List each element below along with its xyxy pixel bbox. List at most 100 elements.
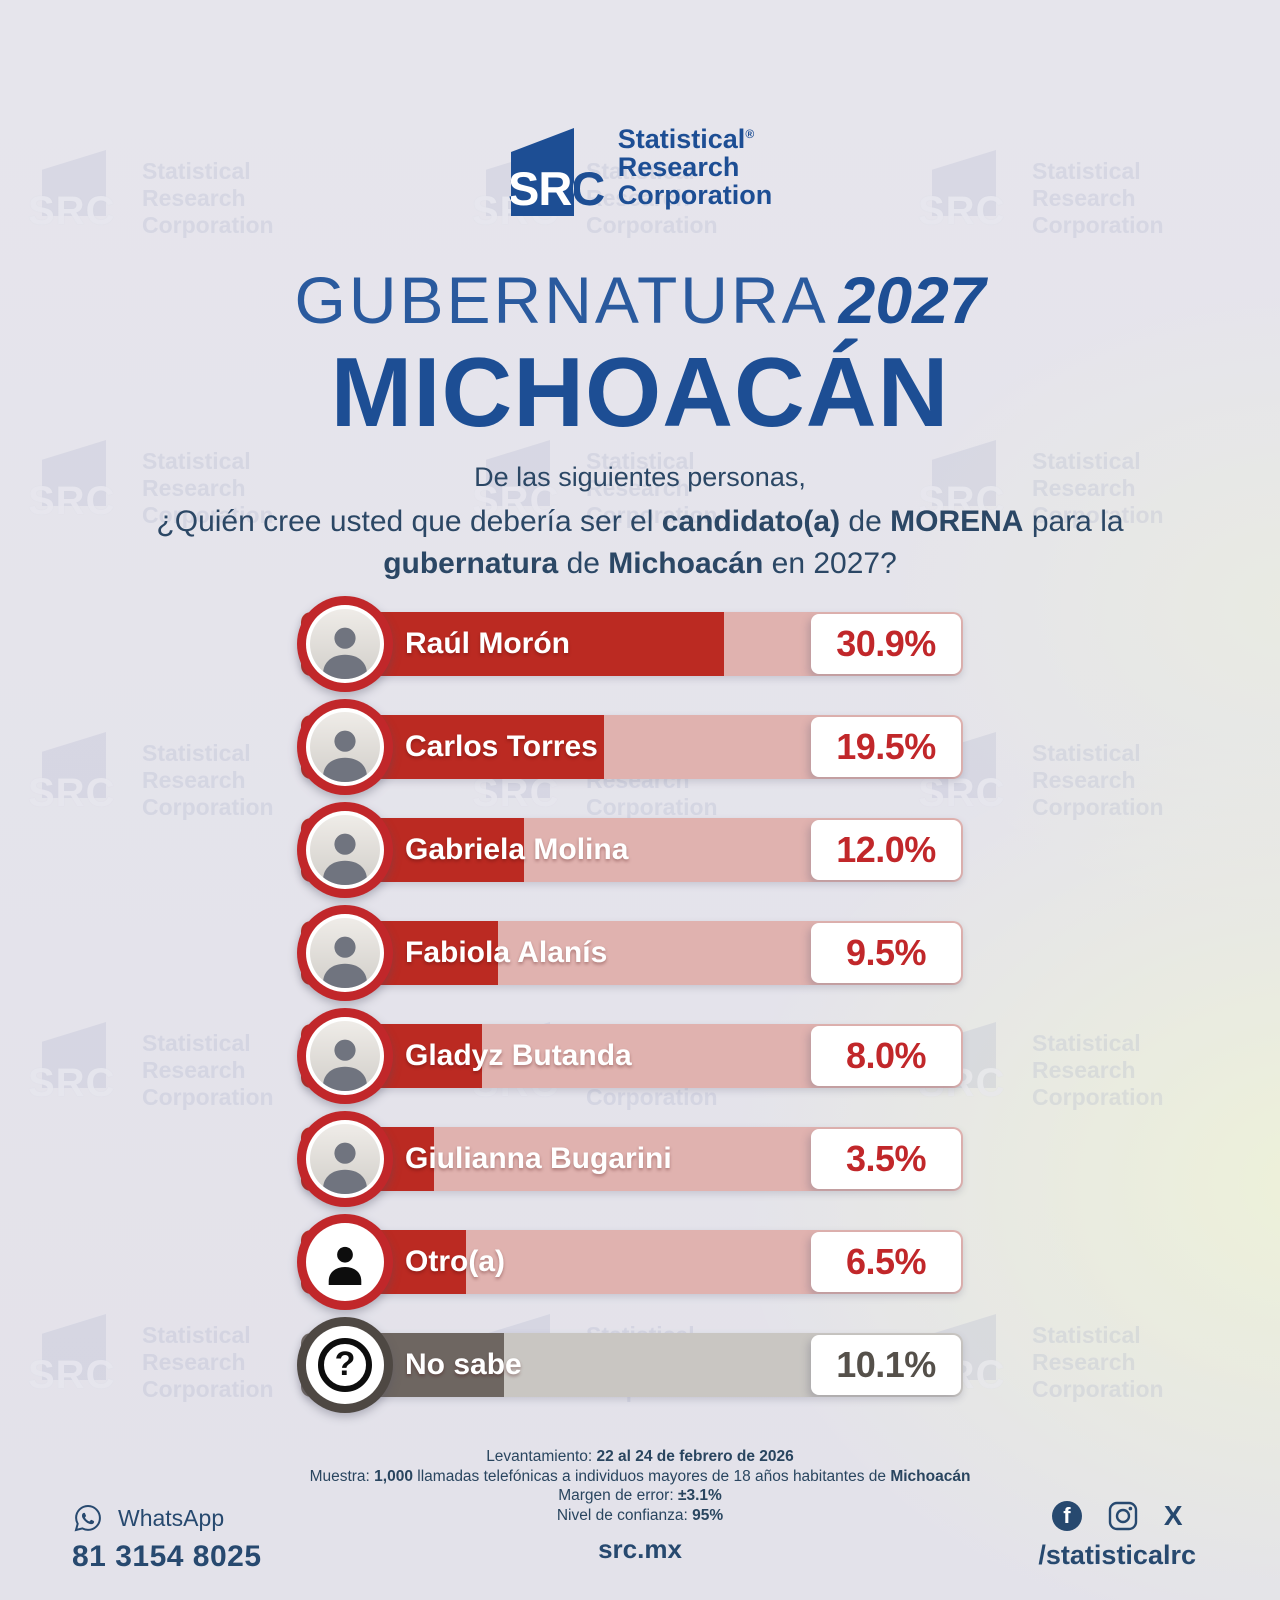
watermark-line: Statistical bbox=[142, 1322, 251, 1348]
watermark-line: Research bbox=[142, 1057, 246, 1083]
result-bar-track: Gabriela Molina 12.0% bbox=[301, 818, 963, 882]
whatsapp-icon bbox=[72, 1502, 104, 1534]
percentage-value: 3.5% bbox=[845, 1138, 927, 1179]
watermark-line: Statistical bbox=[142, 740, 251, 766]
watermark-line: Corporation bbox=[1032, 1084, 1164, 1110]
candidate-avatar-ring bbox=[297, 1008, 393, 1104]
watermark-line: Corporation bbox=[1032, 1376, 1164, 1402]
watermark-line: Research bbox=[142, 1349, 246, 1375]
candidate-avatar-ring bbox=[297, 1214, 393, 1310]
text-segment: Levantamiento: bbox=[486, 1448, 597, 1465]
percentage-badge: 9.5% bbox=[811, 923, 961, 983]
candidate-avatar-ring bbox=[297, 802, 393, 898]
percentage-badge: 19.5% bbox=[811, 717, 961, 777]
watermark-mark: SRC bbox=[28, 1022, 132, 1106]
social-handle[interactable]: /statisticalrc bbox=[1038, 1540, 1196, 1570]
src-logo-text-inside: SRC bbox=[508, 162, 604, 215]
watermark-line: Statistical bbox=[1032, 740, 1141, 766]
watermark-pentagon bbox=[42, 1314, 106, 1380]
question-mark-icon: ? bbox=[318, 1338, 372, 1392]
candidate-name: Carlos Torres bbox=[405, 730, 598, 763]
result-bar-track: No sabe 10.1% bbox=[301, 1333, 963, 1397]
watermark-line: Statistical bbox=[1032, 1030, 1141, 1056]
candidate-row-6: Giulianna Bugarini 3.5% bbox=[297, 1111, 963, 1207]
percentage-badge: 12.0% bbox=[811, 820, 961, 880]
candidate-photo bbox=[310, 815, 380, 885]
watermark-mark: SRC bbox=[28, 732, 132, 816]
methodology-line: Muestra: 1,000 llamadas telefónicas a in… bbox=[0, 1467, 1280, 1487]
text-segment: ¿Quién cree usted que debería ser el bbox=[156, 505, 662, 538]
watermark-line: Corporation bbox=[142, 1084, 274, 1110]
candidate-avatar-ring bbox=[297, 596, 393, 692]
src-logo: SRC SRC Statistical® Research Corporatio… bbox=[0, 108, 1280, 220]
candidate-avatar-ring bbox=[297, 905, 393, 1001]
candidate-row-2: Carlos Torres 19.5% bbox=[297, 699, 963, 795]
facebook-icon[interactable]: f bbox=[1051, 1501, 1082, 1531]
watermark-line: Corporation bbox=[142, 794, 274, 820]
text-segment: ±3.1% bbox=[677, 1487, 722, 1504]
watermark-line: Research bbox=[1032, 1349, 1136, 1375]
candidate-avatar-ring: ? bbox=[297, 1317, 393, 1413]
text-segment: candidato(a) bbox=[661, 505, 841, 538]
whatsapp-contact[interactable]: WhatsApp 81 3154 8025 bbox=[72, 1502, 262, 1574]
avatar-inner-ring: ? bbox=[306, 1326, 384, 1404]
website-url[interactable]: src.mx bbox=[598, 1534, 682, 1564]
logo-line-3: Corporation bbox=[617, 179, 773, 210]
text-segment: en 2027? bbox=[763, 547, 897, 580]
candidate-row-1: Raúl Morón 30.9% bbox=[297, 596, 963, 692]
percentage-value: 6.5% bbox=[845, 1241, 927, 1282]
percentage-value: 30.9% bbox=[836, 623, 936, 664]
whatsapp-phone-number[interactable]: 81 3154 8025 bbox=[72, 1540, 262, 1573]
result-bar-track: Giulianna Bugarini 3.5% bbox=[301, 1127, 963, 1191]
text-segment: llamadas telefónicas a individuos mayore… bbox=[412, 1467, 891, 1485]
methodology-line: Nivel de confianza: 95% bbox=[0, 1506, 1280, 1526]
logo-line-2: Research bbox=[617, 151, 740, 182]
person-silhouette-icon bbox=[310, 1227, 380, 1297]
result-bar-track: Raúl Morón 30.9% bbox=[301, 612, 963, 676]
title-light: GUBERNATURA bbox=[294, 263, 829, 337]
avatar-inner-ring bbox=[306, 811, 384, 889]
percentage-value: 8.0% bbox=[845, 1035, 927, 1076]
watermark-pentagon bbox=[42, 732, 106, 798]
watermark-mark: SRC bbox=[28, 1314, 132, 1398]
text-segment: Margen de error: bbox=[558, 1487, 678, 1504]
candidate-row-3: Gabriela Molina 12.0% bbox=[297, 802, 963, 898]
candidate-name: Fabiola Alanís bbox=[405, 936, 608, 969]
candidate-row-8: No sabe 10.1%? bbox=[297, 1317, 963, 1413]
candidate-name: Raúl Morón bbox=[405, 627, 570, 660]
title-state: MICHOACÁN bbox=[330, 337, 950, 447]
percentage-badge: 30.9% bbox=[811, 614, 961, 674]
text-segment: Muestra: bbox=[309, 1467, 375, 1485]
candidate-row-4: Fabiola Alanís 9.5% bbox=[297, 905, 963, 1001]
question-line-2: ¿Quién cree usted que debería ser el can… bbox=[0, 501, 1280, 543]
text-segment: de bbox=[558, 547, 609, 580]
candidate-photo bbox=[310, 712, 380, 782]
percentage-badge: 8.0% bbox=[811, 1026, 961, 1086]
src-logo-wordmark: Statistical® Research Corporation bbox=[618, 120, 773, 209]
text-segment: Nivel de confianza: bbox=[556, 1506, 693, 1524]
result-bar-track: Gladyz Butanda 8.0% bbox=[301, 1024, 963, 1088]
candidate-name: Gabriela Molina bbox=[405, 833, 629, 866]
logo-line-1: Statistical bbox=[617, 123, 746, 154]
candidate-name: Gladyz Butanda bbox=[405, 1039, 632, 1072]
candidate-name: No sabe bbox=[405, 1348, 522, 1381]
instagram-icon[interactable] bbox=[1108, 1501, 1138, 1531]
methodology-line: Levantamiento: 22 al 24 de febrero de 20… bbox=[0, 1447, 1280, 1467]
text-segment: gubernatura bbox=[383, 547, 559, 580]
x-twitter-icon[interactable]: X bbox=[1163, 1500, 1183, 1531]
candidate-photo bbox=[310, 609, 380, 679]
candidate-avatar-ring bbox=[297, 699, 393, 795]
watermark-line: Statistical bbox=[1032, 1322, 1141, 1348]
candidate-row-7: Otro(a) 6.5% bbox=[297, 1214, 963, 1310]
watermark-src-text: SRC bbox=[28, 1061, 116, 1105]
candidate-name: Otro(a) bbox=[405, 1245, 505, 1278]
percentage-badge: 6.5% bbox=[811, 1232, 961, 1292]
